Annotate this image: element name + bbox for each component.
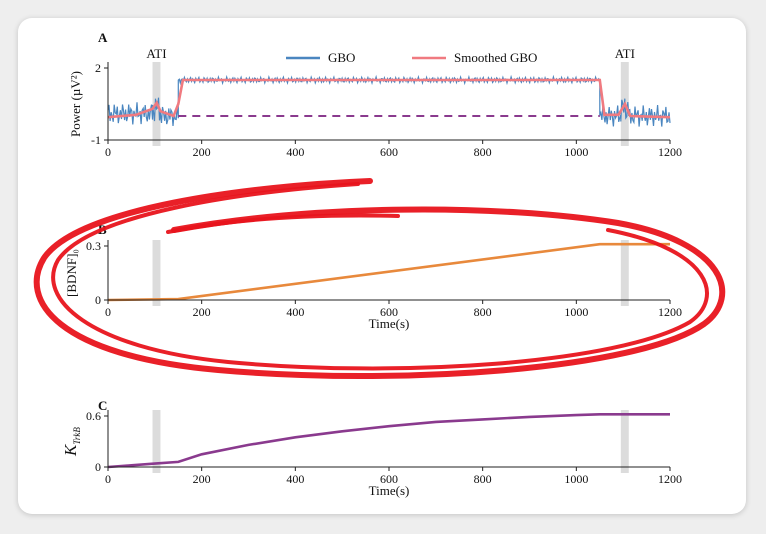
y-axis-title: KTrkB bbox=[61, 427, 82, 457]
x-tick-label: 1200 bbox=[658, 305, 682, 319]
x-tick-label: 200 bbox=[193, 472, 211, 486]
annotation-layer bbox=[33, 178, 726, 380]
x-tick-label: 0 bbox=[105, 472, 111, 486]
x-axis-title: Time(s) bbox=[369, 483, 410, 498]
ati-shaded-region bbox=[152, 410, 161, 473]
red-ellipse-annotation bbox=[51, 182, 709, 371]
x-tick-label: 200 bbox=[193, 305, 211, 319]
red-ellipse-annotation bbox=[166, 213, 400, 234]
x-tick-label: 400 bbox=[286, 472, 304, 486]
legend-label: Smoothed GBO bbox=[454, 50, 537, 65]
x-tick-label: 600 bbox=[380, 472, 398, 486]
legend-item: GBO bbox=[286, 50, 355, 65]
legend-label: GBO bbox=[328, 50, 355, 65]
ati-shaded-region bbox=[152, 240, 161, 306]
y-tick-label: 0.3 bbox=[86, 239, 101, 253]
y-tick-label: -1 bbox=[91, 133, 101, 147]
x-tick-label: 600 bbox=[380, 305, 398, 319]
x-tick-label: 400 bbox=[286, 145, 304, 159]
series-line-smoothed-gbo bbox=[107, 78, 671, 119]
y-tick-label: 0 bbox=[95, 293, 101, 307]
x-tick-label: 800 bbox=[474, 472, 492, 486]
y-axis-title: Power (µV²) bbox=[68, 71, 83, 137]
red-ellipse-annotation bbox=[33, 178, 726, 380]
y-tick-label: 0 bbox=[95, 460, 101, 474]
panel-b: 0 200 400 600 800 1000 1200 0 0.3 [BDNF]₀ Time(s) bbox=[64, 239, 682, 331]
panel-letter-c: C bbox=[98, 398, 107, 413]
x-tick-label: 800 bbox=[474, 145, 492, 159]
x-tick-label: 0 bbox=[105, 145, 111, 159]
legend-item: Smoothed GBO bbox=[412, 50, 537, 65]
x-tick-label: 1200 bbox=[658, 472, 682, 486]
plots-layer: 0 200 400 600 800 1000 1200 -1 2 Power (µV²) ATI AT… bbox=[61, 46, 682, 498]
x-tick-label: 800 bbox=[474, 305, 492, 319]
x-tick-label: 1000 bbox=[564, 472, 588, 486]
figure-card: A B C 0 200 400 600 800 1000 1200 -1 2 Power (µV²… bbox=[18, 18, 746, 514]
x-tick-label: 400 bbox=[286, 305, 304, 319]
y-axis-title: [BDNF]₀ bbox=[64, 249, 79, 297]
panel-c: 0 200 400 600 800 1000 1200 0 0.6 KTrkB Time(s) bbox=[61, 409, 682, 498]
y-tick-label: 2 bbox=[95, 61, 101, 75]
series-line-b bbox=[107, 242, 670, 302]
ati-label: ATI bbox=[146, 46, 166, 61]
panel-a: 0 200 400 600 800 1000 1200 -1 2 Power (µV²) ATI AT… bbox=[68, 46, 682, 159]
series-line-c bbox=[107, 412, 670, 469]
y-tick-label: 0.6 bbox=[86, 409, 101, 423]
panel-letter-a: A bbox=[98, 30, 108, 45]
ati-label: ATI bbox=[615, 46, 635, 61]
x-tick-label: 0 bbox=[105, 305, 111, 319]
x-tick-label: 1200 bbox=[658, 145, 682, 159]
x-tick-label: 1000 bbox=[564, 305, 588, 319]
series-gbo-line bbox=[107, 74, 671, 127]
ati-shaded-region bbox=[620, 240, 629, 306]
ati-shaded-region bbox=[620, 410, 629, 473]
x-tick-label: 1000 bbox=[564, 145, 588, 159]
x-tick-label: 600 bbox=[380, 145, 398, 159]
x-axis-title: Time(s) bbox=[369, 316, 410, 331]
x-tick-label: 200 bbox=[193, 145, 211, 159]
